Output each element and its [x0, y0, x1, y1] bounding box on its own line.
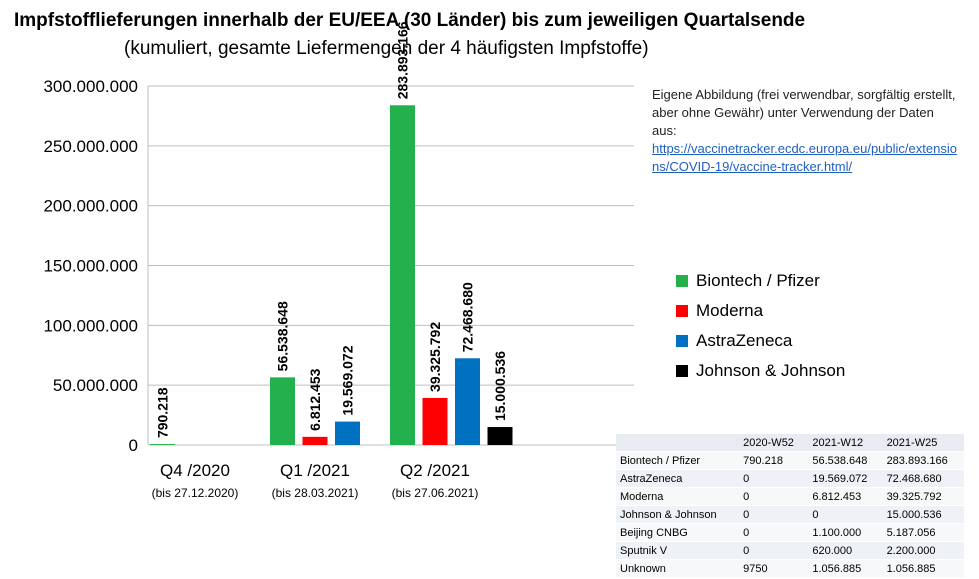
table-cell: Biontech / Pfizer [616, 451, 740, 470]
y-tick-label: 250.000.000 [43, 137, 138, 156]
table-cell: Beijing CNBG [616, 523, 740, 542]
table-cell: 19.569.072 [808, 469, 883, 488]
table-cell: 1.100.000 [808, 523, 883, 542]
data-label: 56.538.648 [275, 301, 291, 371]
chart-legend: Biontech / Pfizer Moderna AstraZeneca Johns… [676, 266, 845, 386]
table-row: Moderna 0 6.812.453 39.325.792 [616, 487, 964, 506]
table-header-cell: 2021-W12 [808, 434, 883, 452]
legend-swatch [676, 335, 688, 347]
data-label: 283.893.166 [395, 21, 411, 99]
chart-subtitle: (kumuliert, gesamte Liefermengen der 4 h… [124, 38, 649, 59]
legend-label: Biontech / Pfizer [696, 271, 820, 290]
x-tick-label: Q4 /2020 [160, 461, 230, 480]
table-cell: 790.218 [739, 451, 809, 470]
table-cell: 0 [739, 541, 809, 560]
legend-swatch [676, 305, 688, 317]
table-cell: 39.325.792 [882, 487, 964, 506]
bar-0-1 [270, 377, 295, 445]
table-cell: 0 [739, 523, 809, 542]
y-tick-label: 200.000.000 [43, 197, 138, 216]
legend-item: Johnson & Johnson [676, 356, 845, 386]
bar-1-2 [422, 397, 448, 445]
chart-title: Impfstofflieferungen innerhalb der EU/EE… [14, 10, 806, 31]
legend-swatch [676, 275, 688, 287]
table-cell: 1.056.885 [882, 559, 964, 578]
table-row: Biontech / Pfizer 790.218 56.538.648 283.89… [616, 451, 964, 470]
x-tick-sublabel: (bis 27.06.2021) [392, 486, 479, 500]
data-label: 39.325.792 [427, 322, 443, 392]
legend-item: Biontech / Pfizer [676, 266, 845, 296]
table-cell: 9750 [739, 559, 809, 578]
legend-label: Johnson & Johnson [696, 361, 846, 380]
bar-1-1 [302, 436, 328, 445]
bar-0-2 [390, 105, 415, 446]
table-cell: 0 [739, 505, 809, 524]
data-label: 72.468.680 [460, 282, 476, 352]
table-cell: 56.538.648 [808, 451, 883, 470]
legend-label: Moderna [696, 301, 764, 320]
table-cell: 15.000.536 [882, 505, 964, 524]
table-row: Sputnik V 0 620.000 2.200.000 [616, 541, 964, 560]
y-tick-label: 150.000.000 [43, 257, 138, 276]
table-cell: Sputnik V [616, 541, 740, 560]
y-tick-label: 100.000.000 [43, 316, 138, 335]
source-link[interactable]: https://vaccinetracker.ecdc.europa.eu/pu… [652, 141, 957, 174]
source-note-text: Eigene Abbildung (frei verwendbar, sorgf… [652, 87, 956, 138]
table-cell: Unknown [616, 559, 740, 578]
x-tick-sublabel: (bis 28.03.2021) [272, 486, 359, 500]
table-cell: 0 [739, 487, 809, 506]
legend-item: AstraZeneca [676, 326, 845, 356]
table-row: AstraZeneca 0 19.569.072 72.468.680 [616, 469, 964, 488]
data-label: 15.000.536 [492, 351, 508, 421]
table-cell: 283.893.166 [882, 451, 964, 470]
bar-2-1 [335, 421, 360, 445]
table-cell: 0 [808, 505, 883, 524]
table-cell: 2.200.000 [882, 541, 964, 560]
table-cell: 5.187.056 [882, 523, 964, 542]
source-note: Eigene Abbildung (frei verwendbar, sorgf… [652, 86, 957, 176]
y-tick-label: 300.000.000 [43, 77, 138, 96]
table-header-cell: 2020-W52 [739, 434, 809, 452]
table-cell: 6.812.453 [808, 487, 883, 506]
data-label: 19.569.072 [340, 345, 356, 415]
table-row: Beijing CNBG 0 1.100.000 5.187.056 [616, 523, 964, 542]
table-cell: 620.000 [808, 541, 883, 560]
table-cell: AstraZeneca [616, 469, 740, 488]
table-header-cell [616, 434, 740, 452]
bar-0-0 [150, 444, 175, 445]
table-row: Johnson & Johnson 0 0 15.000.536 [616, 505, 964, 524]
bar-3-2 [487, 427, 513, 445]
y-tick-label: 0 [129, 436, 138, 455]
bar-2-2 [455, 358, 480, 445]
table-header-row: 2020-W52 2021-W12 2021-W25 [616, 434, 964, 452]
table-row: Unknown 9750 1.056.885 1.056.885 [616, 559, 964, 578]
x-tick-label: Q2 /2021 [400, 461, 470, 480]
data-table: 2020-W52 2021-W12 2021-W25 Biontech / Pfize… [616, 434, 964, 578]
table-cell: Moderna [616, 487, 740, 506]
data-label: 6.812.453 [307, 368, 323, 430]
table-cell: 72.468.680 [882, 469, 964, 488]
table-cell: Johnson & Johnson [616, 505, 740, 524]
y-tick-label: 50.000.000 [53, 376, 138, 395]
legend-label: AstraZeneca [696, 331, 793, 350]
legend-item: Moderna [676, 296, 845, 326]
data-label: 790.218 [155, 387, 171, 438]
table-header-cell: 2021-W25 [882, 434, 964, 452]
legend-swatch [676, 365, 688, 377]
x-tick-sublabel: (bis 27.12.2020) [152, 486, 239, 500]
table-cell: 1.056.885 [808, 559, 883, 578]
table-cell: 0 [739, 469, 809, 488]
x-tick-label: Q1 /2021 [280, 461, 350, 480]
